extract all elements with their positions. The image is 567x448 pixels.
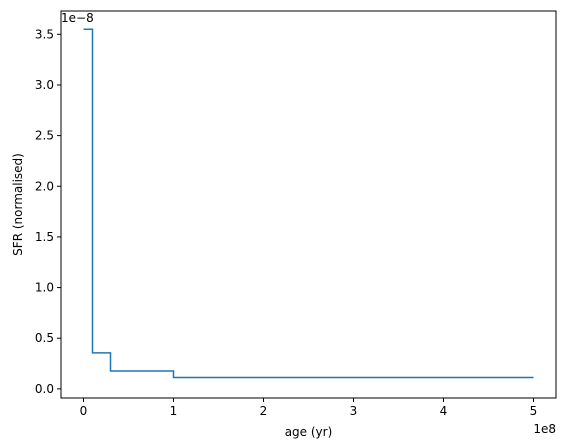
y-tick-label: 1.0 xyxy=(35,281,54,295)
x-axis-label: age (yr) xyxy=(285,425,333,439)
plot-frame xyxy=(60,10,557,399)
y-tick-label: 0.0 xyxy=(35,382,54,396)
x-tick-label: 4 xyxy=(440,404,448,418)
y-tick-label: 0.5 xyxy=(35,331,54,345)
x-tick-label: 0 xyxy=(80,404,88,418)
y-axis-label: SFR (normalised) xyxy=(11,153,25,256)
x-tick-label: 3 xyxy=(350,404,358,418)
y-tick-label: 3.0 xyxy=(35,78,54,92)
y-axis-ticks: 0.0 0.5 1.0 1.5 2.0 2.5 3.0 3.5 xyxy=(35,27,61,396)
y-tick-label: 1.5 xyxy=(35,230,54,244)
x-offset-label: 1e8 xyxy=(533,422,556,436)
y-tick-label: 3.5 xyxy=(35,27,54,41)
y-tick-label: 2.5 xyxy=(35,129,54,143)
plot-area xyxy=(61,11,556,398)
x-tick-label: 2 xyxy=(260,404,268,418)
series-layer xyxy=(83,28,534,379)
x-tick-label: 1 xyxy=(170,404,178,418)
y-offset-label: 1e−8 xyxy=(61,11,94,25)
x-tick-label: 5 xyxy=(530,404,538,418)
sfr-series-line xyxy=(83,28,534,379)
y-tick-label: 2.0 xyxy=(35,179,54,193)
x-axis-ticks: 0 1 2 3 4 5 xyxy=(80,398,538,418)
